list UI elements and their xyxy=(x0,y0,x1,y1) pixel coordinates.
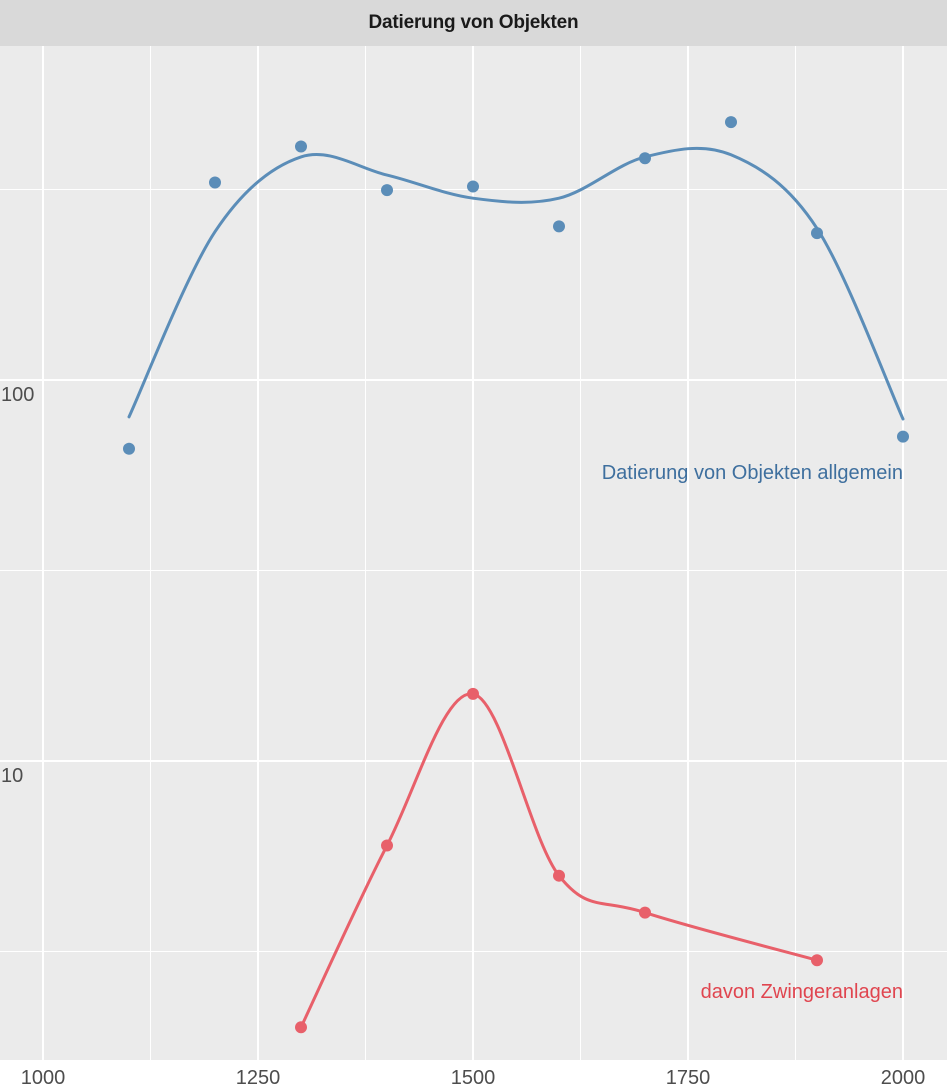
facet-strip: Datierung von Objekten xyxy=(0,0,947,46)
chart-title: Datierung von Objekten xyxy=(368,12,579,33)
data-point-objekte-allgemein xyxy=(467,180,479,193)
x-tick-label: 1500 xyxy=(451,1067,496,1089)
data-point-zwingeranlagen xyxy=(811,954,823,967)
data-point-objekte-allgemein xyxy=(897,430,909,443)
data-point-objekte-allgemein xyxy=(725,116,737,129)
data-point-zwingeranlagen xyxy=(467,687,479,700)
series-line-zwingeranlagen xyxy=(299,692,819,1029)
data-point-objekte-allgemein xyxy=(639,152,651,165)
data-point-zwingeranlagen xyxy=(639,906,651,919)
data-point-zwingeranlagen xyxy=(381,839,393,852)
data-point-zwingeranlagen xyxy=(295,1021,307,1034)
x-tick-label: 2000 xyxy=(881,1067,926,1089)
y-tick-label: 100 xyxy=(1,384,34,406)
series-label-zwingeranlagen: davon Zwingeranlagen xyxy=(701,981,903,1003)
y-tick-label: 10 xyxy=(1,765,23,787)
data-point-objekte-allgemein xyxy=(811,227,823,240)
data-point-objekte-allgemein xyxy=(553,220,565,233)
series-line-objekte-allgemein xyxy=(127,146,905,421)
data-point-objekte-allgemein xyxy=(295,140,307,153)
x-tick-label: 1750 xyxy=(666,1067,711,1089)
data-point-objekte-allgemein xyxy=(209,176,221,189)
data-point-objekte-allgemein xyxy=(381,184,393,197)
x-tick-label: 1000 xyxy=(21,1067,66,1089)
data-point-zwingeranlagen xyxy=(553,869,565,882)
x-tick-label: 1250 xyxy=(236,1067,281,1089)
series-label-objekte-allgemein: Datierung von Objekten allgemein xyxy=(602,462,903,484)
data-point-objekte-allgemein xyxy=(123,442,135,455)
